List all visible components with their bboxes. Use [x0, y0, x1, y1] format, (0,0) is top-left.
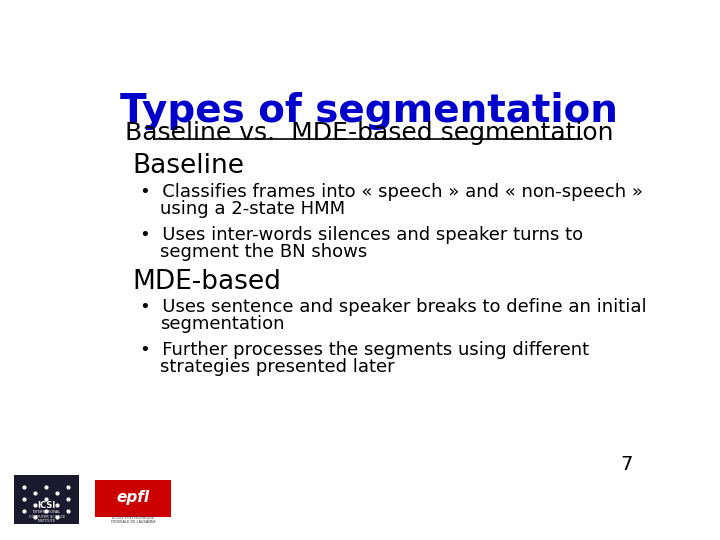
Text: segment the BN shows: segment the BN shows — [160, 242, 367, 261]
Text: strategies presented later: strategies presented later — [160, 358, 395, 376]
Text: epfl: epfl — [117, 490, 150, 504]
Text: •  Further processes the segments using different: • Further processes the segments using d… — [140, 341, 590, 359]
Text: ECOLE POLYTECHNIQUE
FEDERALE DE LAUSANNE: ECOLE POLYTECHNIQUE FEDERALE DE LAUSANNE — [111, 516, 156, 524]
Text: •  Classifies frames into « speech » and « non-speech »: • Classifies frames into « speech » and … — [140, 183, 644, 201]
Text: ICSI: ICSI — [37, 501, 56, 510]
Text: •  Uses inter-words silences and speaker turns to: • Uses inter-words silences and speaker … — [140, 226, 583, 244]
Text: Baseline vs.  MDE-based segmentation: Baseline vs. MDE-based segmentation — [125, 121, 613, 145]
Text: Baseline: Baseline — [132, 153, 245, 179]
Text: 7: 7 — [620, 455, 632, 475]
Text: •  Uses sentence and speaker breaks to define an initial: • Uses sentence and speaker breaks to de… — [140, 298, 647, 316]
Text: Types of segmentation: Types of segmentation — [120, 92, 618, 130]
FancyBboxPatch shape — [95, 480, 171, 516]
FancyBboxPatch shape — [14, 475, 79, 524]
Text: MDE-based: MDE-based — [132, 269, 282, 295]
Text: using a 2-state HMM: using a 2-state HMM — [160, 200, 345, 218]
Text: segmentation: segmentation — [160, 315, 284, 333]
Text: INTERNATIONAL
COMPUTER SCIENCE
INSTITUTE: INTERNATIONAL COMPUTER SCIENCE INSTITUTE — [29, 510, 65, 523]
